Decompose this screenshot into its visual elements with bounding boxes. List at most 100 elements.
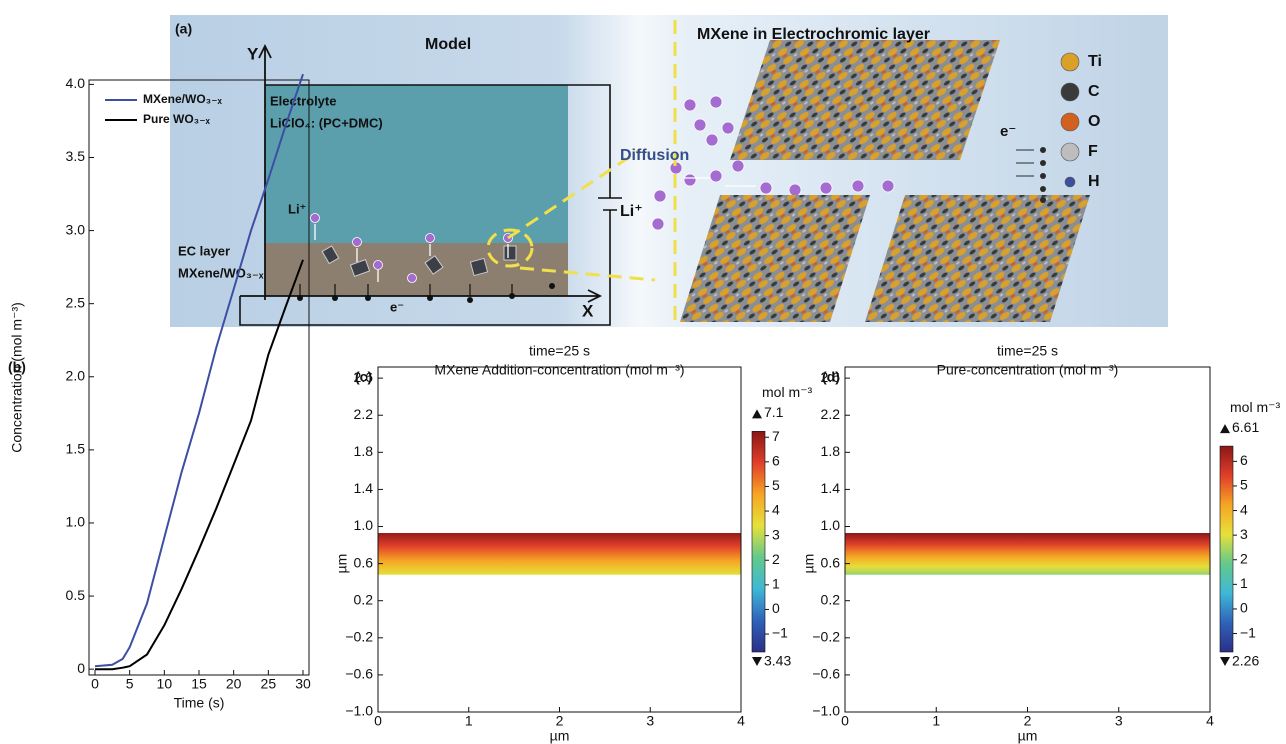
legend-label: H [1088,173,1100,190]
x-tick-label: 10 [157,676,173,692]
y-tick-label: 1.4 [354,480,374,496]
colorbar-tick-label: 0 [1240,600,1248,616]
x-axis-title: µm [1018,728,1038,744]
x-axis-title: µm [550,728,570,744]
panel-label: (a) [175,21,192,37]
colorbar-tick-label: 0 [772,600,780,616]
colorbar-tick-label: 6 [772,453,780,469]
max-marker [1220,424,1230,433]
y-tick-label: 3.0 [66,221,86,237]
x-tick-label: 4 [737,713,745,729]
y-tick-label: 1.8 [354,443,374,459]
x-tick-label: 0 [374,713,382,729]
colorbar-tick-label: 5 [1240,477,1248,493]
diffusion-label: Diffusion [620,147,689,164]
y-axis-label: Y [247,44,259,63]
panel-label: (c) [355,369,372,385]
colorbar-tick-label: 7 [772,428,780,444]
y-tick-label: −0.2 [345,629,373,645]
y-tick-label: 1.0 [821,517,841,533]
colorbar [752,431,765,652]
legend-swatch [1061,113,1079,131]
y-tick-label: −1.0 [345,703,373,719]
colorbar-tick-label: 2 [1240,550,1248,566]
chart-title: time=25 s [997,343,1058,359]
electron-label: e⁻ [1000,123,1016,140]
colorbar-tick-label: 5 [772,477,780,493]
y-tick-label: 4.0 [66,75,86,91]
ion-label: Li⁺ [288,201,306,216]
colorbar-tick-label: 1 [1240,575,1248,591]
y-tick-label: −0.6 [812,666,840,682]
y-tick-label: 0.2 [821,591,841,607]
legend-label: Pure WO₃₋ₓ [143,112,211,126]
y-axis-title: µm [334,554,350,574]
x-tick-label: 2 [1024,713,1032,729]
legend-swatch [1061,53,1079,71]
colorbar-min: 3.43 [764,653,791,669]
legend-label: F [1088,143,1098,160]
colorbar-tick-label: 4 [1240,501,1248,517]
model-title: Model [425,36,471,53]
x-tick-label: 0 [91,676,99,692]
layer-material-label: MXene/WO₃₋ₓ [178,265,264,280]
y-tick-label: 2.2 [354,406,374,422]
concentration-band [378,533,741,575]
chart-title: time=25 s [529,343,590,359]
chart-subtitle: MXene Addition-concentration (mol m⁻³) [434,362,684,378]
y-tick-label: 0.6 [354,554,374,570]
legend-label: O [1088,113,1100,130]
colorbar-tick-label: 6 [1240,452,1248,468]
y-tick-label: 1.0 [66,514,86,530]
y-tick-label: 3.5 [66,148,86,164]
panel-a: (a) Y X Model Electrolyte LiClO₄: (PC+DM… [170,15,1168,327]
legend-label: MXene/WO₃₋ₓ [143,92,223,106]
y-tick-label: −1.0 [812,703,840,719]
x-tick-label: 15 [191,676,207,692]
min-marker [1220,657,1230,666]
y-tick-label: 2.5 [66,294,86,310]
colorbar [1220,446,1233,652]
x-tick-label: 0 [841,713,849,729]
y-tick-label: 1.0 [354,517,374,533]
x-tick-label: 2 [556,713,564,729]
min-marker [752,657,762,666]
colorbar-tick-label: 4 [772,502,780,518]
x-tick-label: 5 [126,676,134,692]
x-axis-title: Time (s) [174,695,225,711]
ion-label: Li⁺ [620,203,643,220]
x-tick-label: 25 [261,676,277,692]
y-axis-title: µm [801,554,817,574]
electrolyte-label: Electrolyte [270,93,336,108]
electron-label: e⁻ [390,299,404,314]
y-tick-label: 0.2 [354,591,374,607]
y-tick-label: 2.0 [66,367,86,383]
max-marker [752,409,762,418]
colorbar-tick-label: 2 [772,551,780,567]
colorbar-max: 6.61 [1232,419,1259,435]
y-tick-label: −0.2 [812,629,840,645]
y-tick-label: 0.6 [821,554,841,570]
concentration-band [845,533,1210,575]
structure-title: MXene in Electrochromic layer [697,26,930,43]
legend-label: Ti [1088,53,1102,70]
x-tick-label: 3 [1115,713,1123,729]
x-tick-label: 3 [646,713,654,729]
y-tick-label: 2.2 [821,406,841,422]
colorbar-tick-label: 3 [772,526,780,542]
y-tick-label: 0.5 [66,587,86,603]
colorbar-min: 2.26 [1232,653,1259,669]
x-tick-label: 1 [465,713,473,729]
colorbar-title: mol m⁻³ [762,384,813,400]
x-tick-label: 1 [932,713,940,729]
y-tick-label: 1.5 [66,441,86,457]
layer-label: EC layer [178,243,230,258]
y-tick-label: 0 [77,660,85,676]
colorbar-tick-label: 1 [772,576,780,592]
x-axis-label: X [582,301,594,320]
colorbar-max: 7.1 [764,404,784,420]
legend-label: C [1088,83,1100,100]
panel-label: (d) [822,369,840,385]
colorbar-tick-label: −1 [1240,624,1256,640]
legend-swatch [1061,143,1079,161]
